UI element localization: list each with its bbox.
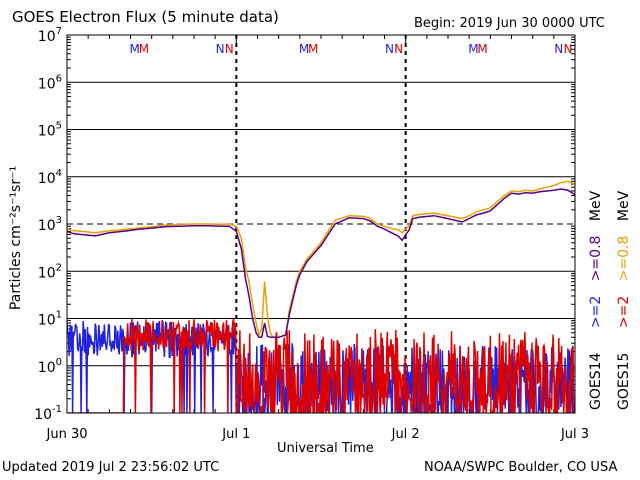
y-tick-label: 10-1 (34, 404, 62, 423)
y-tick-label: 107 (38, 26, 62, 45)
legend-e14-08mev: >=0.8 (588, 236, 604, 282)
y-tick-label: 106 (38, 73, 62, 92)
y-tick-label: 103 (38, 215, 62, 234)
mn-marker: N (225, 42, 234, 56)
y-tick-label: 101 (38, 310, 62, 329)
chart-title: GOES Electron Flux (5 minute data) (12, 8, 279, 26)
updated-timestamp: Updated 2019 Jul 2 23:56:02 UTC (2, 460, 220, 475)
mn-marker: M (139, 42, 149, 56)
legend-e15-2mev: >=2 (616, 296, 632, 328)
x-tick-labels: Jun 30 Jul 1 Jul 2 Jul 3 (46, 427, 590, 442)
mn-marker: M (468, 42, 478, 56)
x-tick-label: Jul 2 (391, 427, 420, 442)
y-tick-label: 102 (38, 262, 62, 281)
mn-marker: N (394, 42, 403, 56)
plot-frame (66, 34, 576, 414)
mn-marker: M (477, 42, 487, 56)
x-tick-label: Jul 1 (221, 427, 250, 442)
legend-unit-14: MeV (588, 190, 604, 221)
y-axis-label: Particles cm⁻²s⁻¹sr⁻¹ (8, 166, 24, 310)
mn-marker: N (385, 42, 394, 56)
x-tick-label: Jul 3 (560, 427, 589, 442)
series-layer (67, 180, 575, 413)
y-tick-labels: 10-1 100 101 102 103 104 105 106 107 (34, 26, 62, 423)
mn-markers: MM N N MM N N MM N N (130, 42, 573, 56)
mn-marker: N (563, 42, 572, 56)
svg-text:GOES15 >=2 >=0: GOES15 >=2 >=0.8 MeV (616, 190, 632, 410)
credit-line: NOAA/SWPC Boulder, CO USA (424, 460, 618, 475)
legend-goes15: GOES15 (616, 353, 632, 410)
legend-unit-15: MeV (616, 190, 632, 221)
mn-marker: N (554, 42, 563, 56)
x-axis-label: Universal Time (277, 441, 374, 456)
x-tick-label: Jun 30 (46, 427, 88, 442)
series-line (67, 188, 575, 339)
begin-time: Begin: 2019 Jun 30 0000 UTC (414, 16, 605, 31)
mn-marker: N (216, 42, 225, 56)
series-line (67, 180, 575, 339)
y-tick-label: 100 (38, 357, 62, 376)
y-tick-label: 104 (38, 168, 62, 187)
series-line (67, 318, 575, 413)
y-tick-label: 105 (38, 121, 62, 140)
legend-goes14: GOES14 (588, 352, 604, 410)
mn-marker: M (130, 42, 140, 56)
svg-text:GOES14 >=2 >=0: GOES14 >=2 >=0.8 MeV (588, 190, 604, 410)
legend: GOES14 >=2 >=0.8 MeV GOES15 >=2 >=0.8 Me… (588, 190, 632, 410)
mn-marker: M (299, 42, 309, 56)
legend-e14-2mev: >=2 (588, 296, 604, 328)
legend-e15-08mev: >=0.8 (616, 236, 632, 282)
mn-marker: M (308, 42, 318, 56)
